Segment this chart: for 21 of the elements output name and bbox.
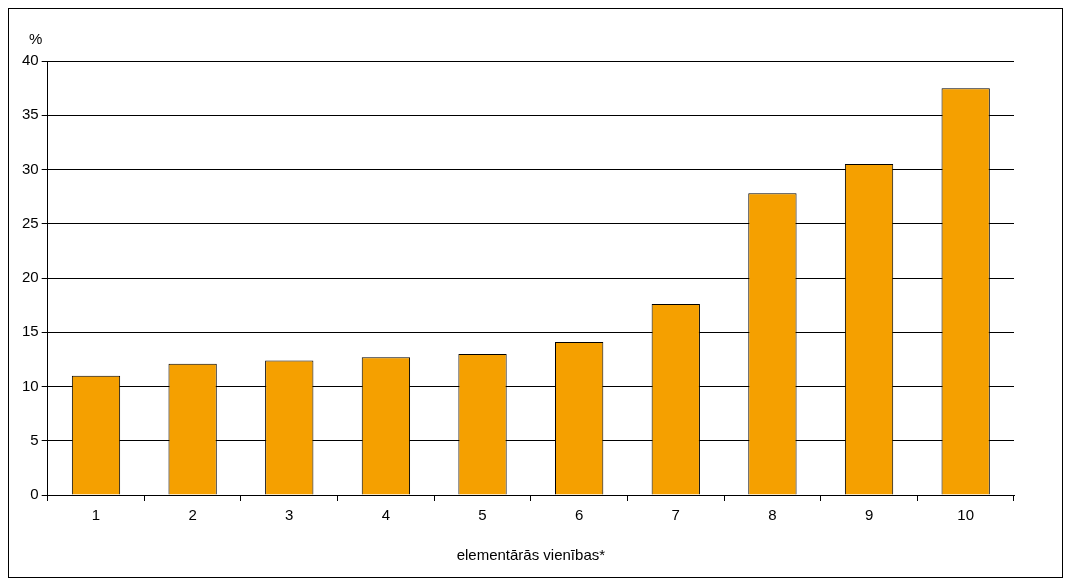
- y-tick-label: 0: [30, 485, 39, 503]
- x-tick-label: 7: [671, 506, 680, 524]
- x-tick-label: 5: [478, 506, 487, 524]
- x-tick-label: 4: [381, 506, 391, 524]
- x-tick-label: 2: [188, 506, 197, 524]
- x-axis-title: elementārās vienības*: [456, 546, 606, 564]
- x-tick-label: 10: [957, 506, 975, 524]
- x-tick-label: 8: [768, 506, 777, 524]
- y-tick-label: 40: [22, 51, 39, 69]
- x-tick-label: 3: [285, 506, 294, 524]
- y-tick-label: 30: [22, 159, 39, 177]
- y-tick-label: 15: [22, 322, 39, 340]
- y-axis-title: %: [29, 29, 43, 47]
- x-tick-label: 1: [91, 506, 101, 524]
- y-tick-label: 20: [22, 268, 39, 286]
- y-tick-label: 10: [22, 376, 39, 394]
- y-tick-label: 25: [22, 213, 39, 231]
- y-tick-label: 5: [30, 430, 39, 448]
- x-tick-label: 9: [864, 506, 874, 524]
- y-tick-label: 35: [22, 105, 39, 123]
- x-tick-label: 6: [574, 506, 584, 524]
